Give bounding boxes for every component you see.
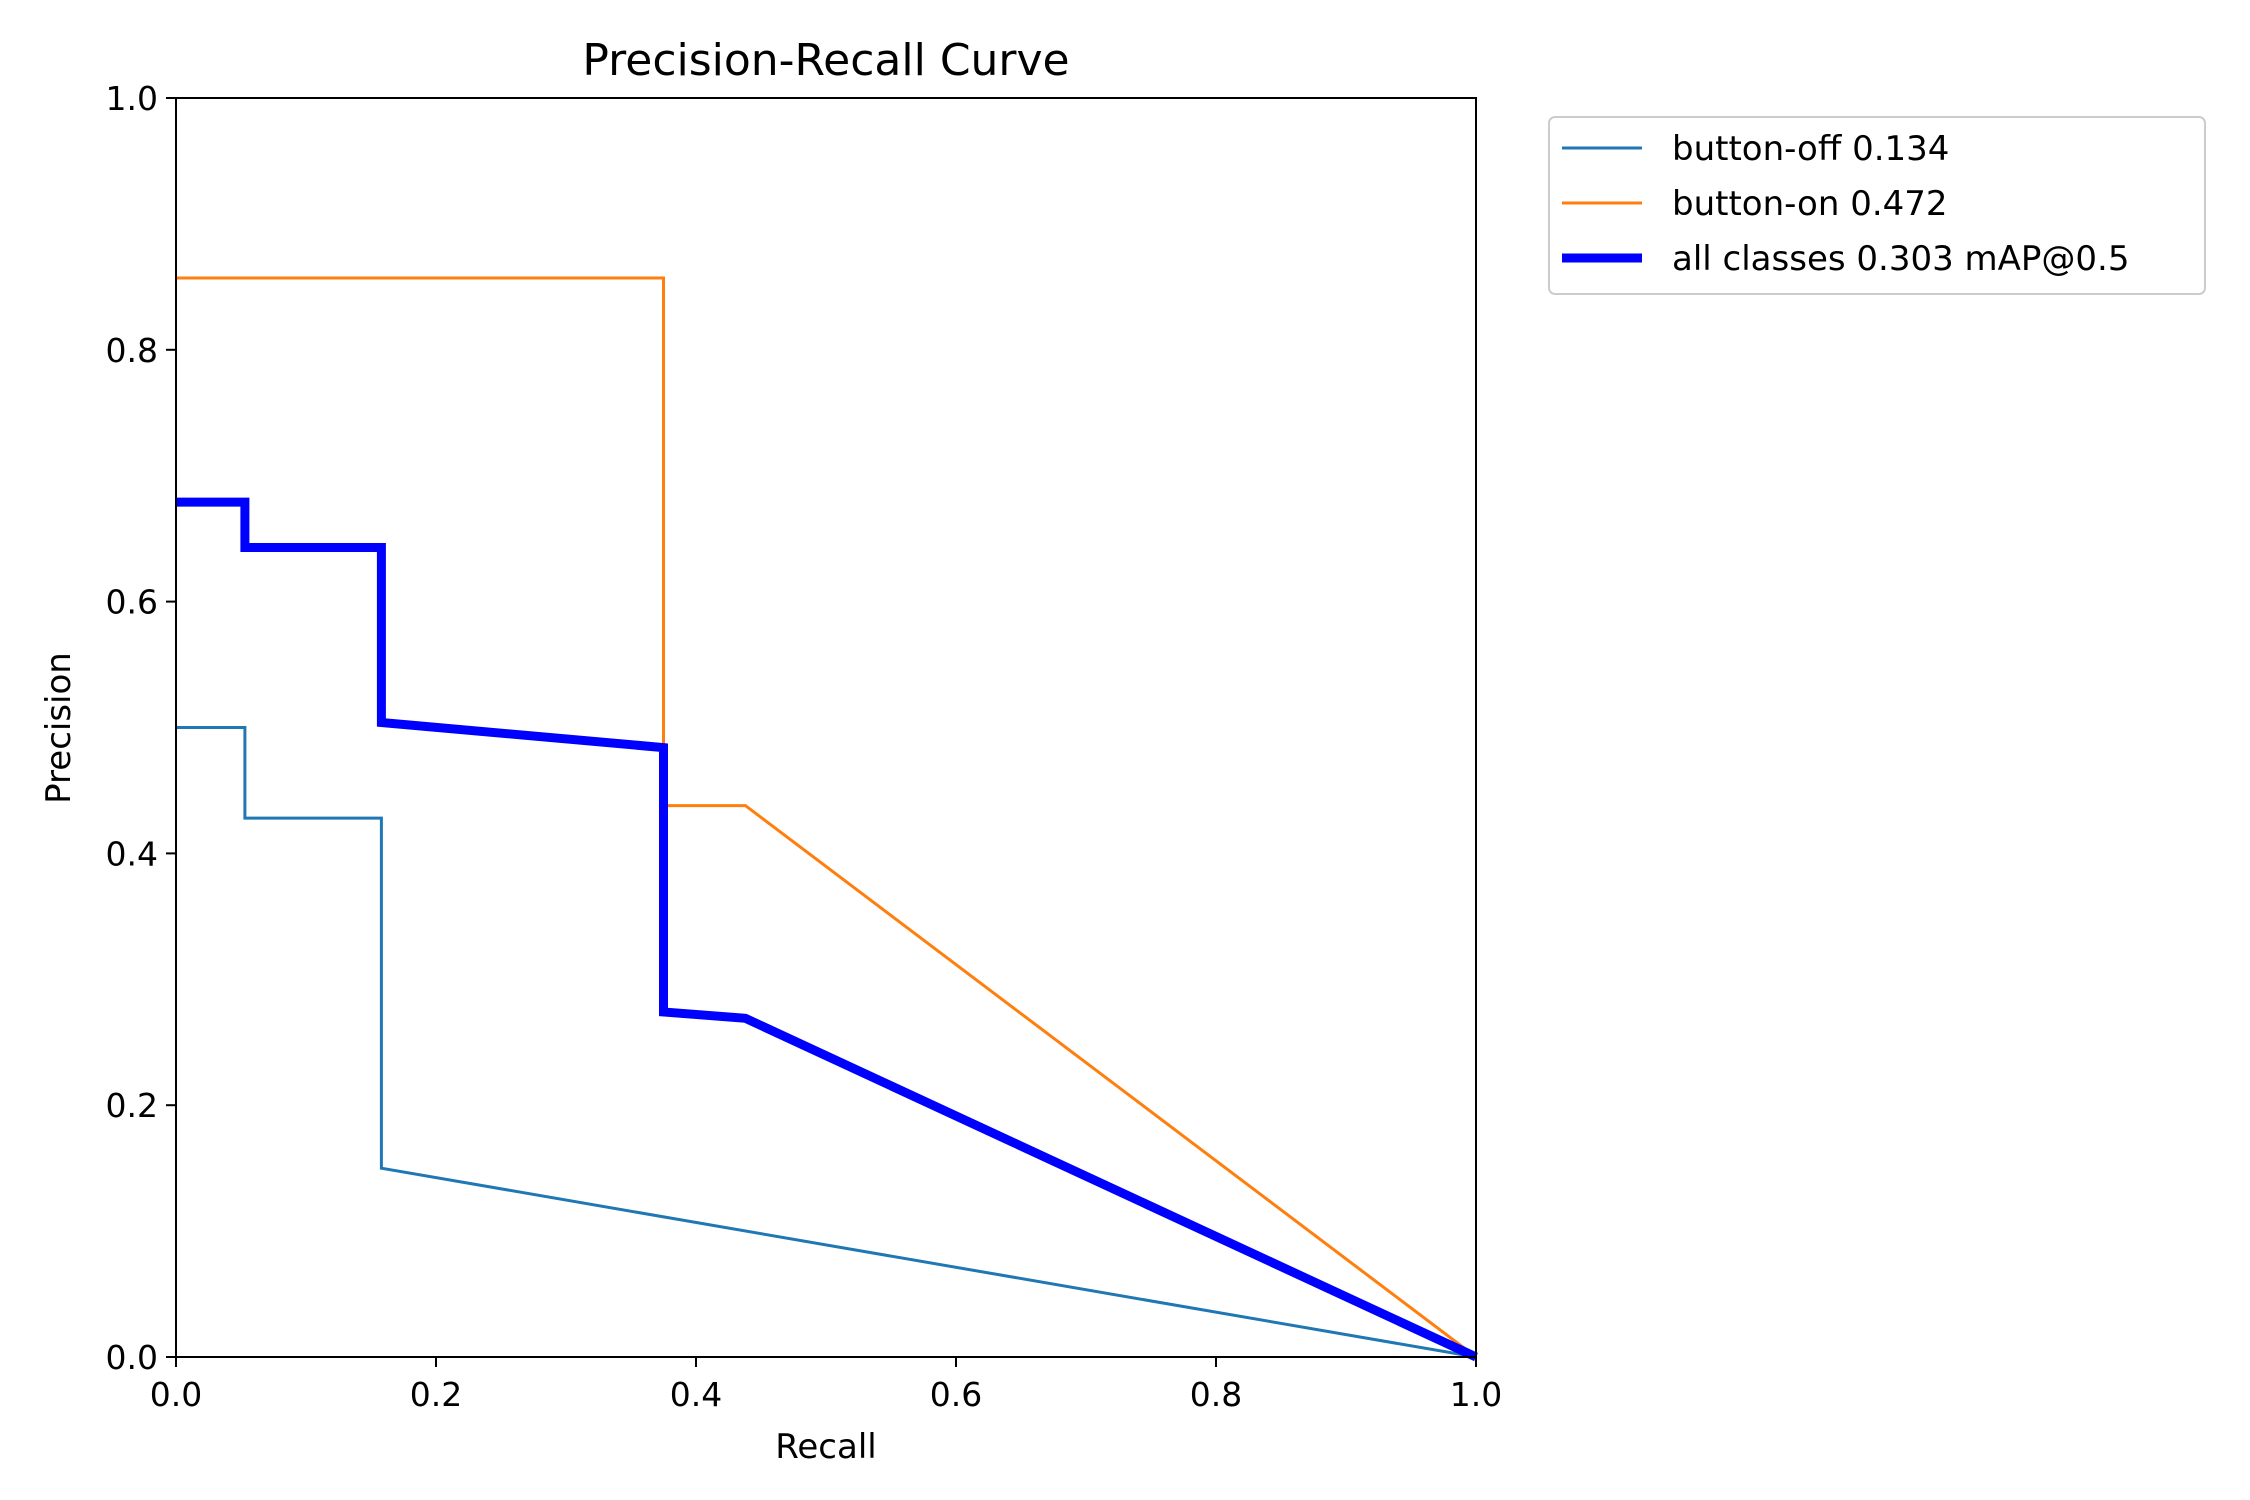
legend-label-0: button-off 0.134 (1672, 129, 1949, 169)
legend-label-2: all classes 0.303 mAP@0.5 (1672, 239, 2129, 279)
legend-label-1: button-on 0.472 (1672, 184, 1948, 224)
plot-frame (175, 97, 1477, 1358)
y-tick-label: 0.0 (106, 1338, 158, 1377)
x-tick-label: 1.0 (1450, 1375, 1502, 1414)
y-axis-ticks: 0.0 0.2 0.4 0.6 0.8 1.0 (106, 79, 176, 1377)
series-line-0 (176, 726, 1477, 1359)
y-tick-label: 0.4 (106, 834, 158, 873)
x-axis-ticks: 0.0 0.2 0.4 0.6 0.8 1.0 (150, 1357, 1502, 1414)
y-tick-label: 0.2 (106, 1086, 158, 1125)
series-line-2 (176, 497, 1478, 1362)
y-axis-label: Precision (39, 652, 79, 804)
chart-title: Precision-Recall Curve (582, 35, 1069, 86)
y-tick-label: 1.0 (106, 79, 158, 118)
legend-box (1548, 116, 2206, 295)
y-tick-label: 0.6 (106, 583, 158, 622)
legend: button-off 0.134 button-on 0.472 all class… (1548, 116, 2206, 295)
x-tick-label: 0.4 (670, 1375, 722, 1414)
x-tick-label: 0.6 (930, 1375, 982, 1414)
legend-entries: button-off 0.134 button-on 0.472 all class… (1562, 129, 2129, 279)
x-tick-label: 0.0 (150, 1375, 202, 1414)
x-tick-label: 0.8 (1190, 1375, 1242, 1414)
x-axis-label: Recall (775, 1427, 876, 1467)
x-tick-label: 0.2 (410, 1375, 462, 1414)
series-layer (176, 276, 1478, 1362)
y-tick-label: 0.8 (106, 331, 158, 370)
